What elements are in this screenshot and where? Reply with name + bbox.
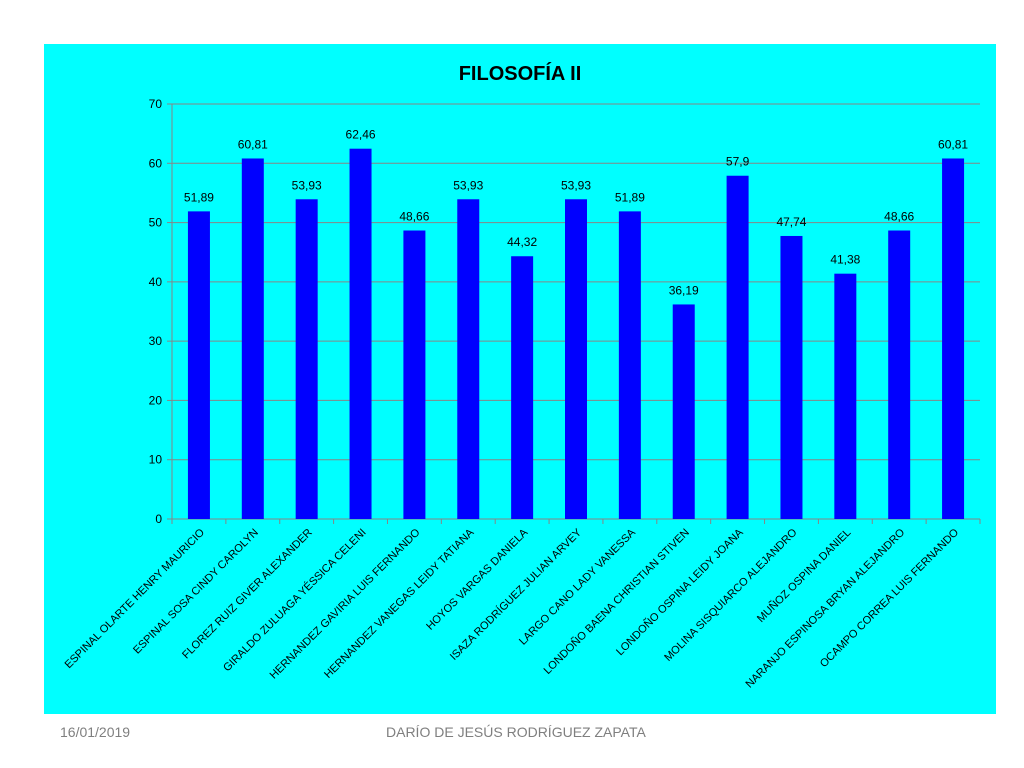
- bar: [241, 158, 264, 519]
- y-tick-label: 70: [149, 97, 163, 111]
- y-tick-label: 0: [155, 512, 162, 526]
- data-label: 57,9: [726, 155, 750, 169]
- y-tick-label: 20: [149, 393, 163, 407]
- bar: [349, 148, 372, 520]
- chart-title: FILOSOFÍA II: [459, 62, 582, 85]
- x-tick-label: LARGO CANO LADY VANESSA: [517, 526, 638, 647]
- bar: [565, 199, 587, 519]
- bar: [511, 256, 534, 519]
- bar: [888, 230, 911, 519]
- footer-date: 16/01/2019: [60, 724, 131, 740]
- bars: [187, 148, 965, 520]
- y-tick-labels: 0 10 20 30 40 50 60 70: [149, 97, 163, 526]
- data-label: 48,66: [399, 210, 429, 224]
- data-label: 47,74: [776, 215, 806, 229]
- data-label: 60,81: [938, 137, 968, 151]
- bar: [942, 158, 965, 519]
- data-label: 41,38: [830, 253, 860, 267]
- data-labels: 51,89 60,81 53,93 62,46 48,66 53,93 44,32 53,93…: [184, 128, 968, 298]
- bar: [187, 211, 210, 519]
- data-label: 62,46: [346, 128, 376, 142]
- data-label: 53,93: [561, 178, 591, 192]
- data-label: 51,89: [615, 190, 645, 204]
- data-label: 51,89: [184, 190, 214, 204]
- bar: [780, 235, 803, 519]
- y-tick-label: 30: [149, 334, 163, 348]
- bar: [672, 304, 695, 519]
- y-tick-label: 10: [149, 453, 163, 467]
- bar-chart: FILOSOFÍA II 51,89 60,81 53,93 62,46 48,66 53…: [63, 62, 981, 690]
- data-label: 48,66: [884, 210, 914, 224]
- bar: [834, 273, 857, 519]
- footer-author: DARÍO DE JESÚS RODRÍGUEZ ZAPATA: [386, 724, 646, 740]
- y-tick-label: 60: [149, 156, 163, 170]
- bar: [726, 175, 749, 519]
- chart-panel: FILOSOFÍA II 51,89 60,81 53,93 62,46 48,66 53…: [44, 44, 996, 714]
- data-label: 53,93: [292, 178, 322, 192]
- bar: [295, 199, 318, 519]
- y-tick-label: 40: [149, 275, 163, 289]
- y-tick-label: 50: [149, 216, 163, 230]
- bar: [403, 230, 426, 519]
- x-tick-label: MUÑOZ OSPINA DANIEL: [754, 526, 853, 625]
- data-label: 44,32: [507, 235, 537, 249]
- data-label: 60,81: [238, 137, 268, 151]
- data-label: 36,19: [669, 283, 699, 297]
- data-label: 53,93: [453, 178, 483, 192]
- bar: [618, 211, 641, 519]
- bar: [457, 199, 480, 519]
- x-tick-label: HOYOS VARGAS DANIELA: [424, 526, 530, 632]
